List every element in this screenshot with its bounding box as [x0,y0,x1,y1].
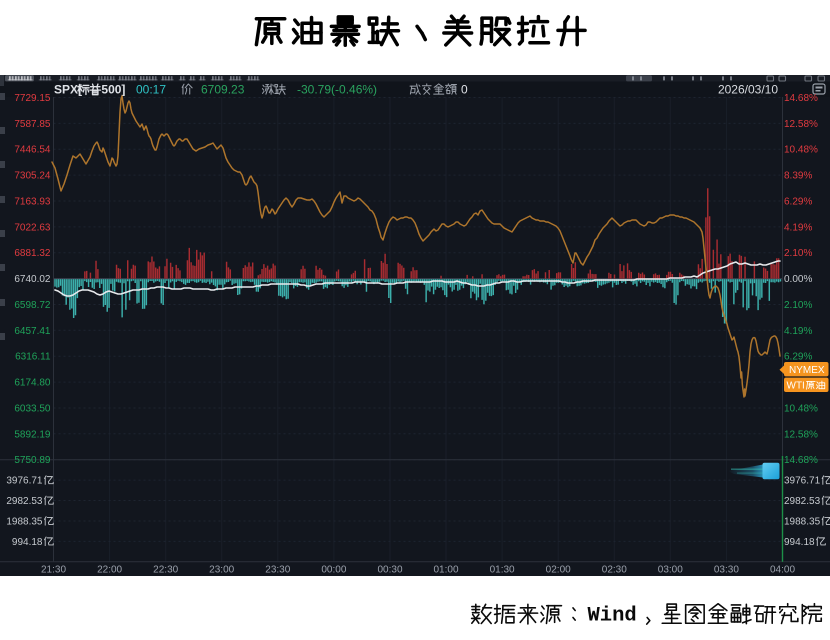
svg-text:7305.24: 7305.24 [14,171,51,182]
svg-text:5892.19: 5892.19 [14,429,51,440]
svg-text:10.48%: 10.48% [784,145,818,156]
svg-text:6457.41: 6457.41 [14,326,51,337]
svg-text:994.18: 994.18 [784,537,815,548]
svg-text:3976.71: 3976.71 [6,476,43,487]
svg-text:21:30: 21:30 [41,565,66,576]
svg-text:00:17: 00:17 [136,83,166,97]
svg-text:6033.50: 6033.50 [14,404,51,415]
svg-text:SPX[: SPX[ [54,83,82,97]
svg-text:8.39%: 8.39% [784,171,812,182]
svg-text:4.19%: 4.19% [784,222,812,233]
svg-text:22:00: 22:00 [97,565,122,576]
svg-text:12.58%: 12.58% [784,429,818,440]
svg-text:00:30: 00:30 [377,565,402,576]
svg-text:6709.23: 6709.23 [201,83,245,97]
svg-text:01:00: 01:00 [433,565,458,576]
svg-text:6598.72: 6598.72 [14,300,51,311]
svg-text:2.10%: 2.10% [784,300,812,311]
svg-text:NYMEX: NYMEX [789,365,825,376]
svg-text:14.68%: 14.68% [784,93,818,104]
svg-text:6740.02: 6740.02 [14,274,51,285]
svg-text:0.00%: 0.00% [784,274,812,285]
svg-text:03:00: 03:00 [658,565,683,576]
svg-text:04:00: 04:00 [770,565,795,576]
svg-text:23:30: 23:30 [265,565,290,576]
svg-text:4.19%: 4.19% [784,326,812,337]
svg-text:-30.79(-0.46%): -30.79(-0.46%) [297,83,377,97]
svg-text:994.18: 994.18 [12,537,43,548]
svg-text:14.68%: 14.68% [784,455,818,466]
svg-text:6.29%: 6.29% [784,197,812,208]
svg-text:7163.93: 7163.93 [14,197,51,208]
svg-text:7587.85: 7587.85 [14,119,51,130]
svg-text:10.48%: 10.48% [784,404,818,415]
svg-text:1988.35: 1988.35 [6,517,43,528]
svg-text:500]: 500] [101,83,125,97]
svg-text:6316.11: 6316.11 [15,352,51,363]
svg-text:12.58%: 12.58% [784,119,818,130]
svg-text:22:30: 22:30 [153,565,178,576]
svg-text:23:00: 23:00 [209,565,234,576]
svg-text:03:30: 03:30 [714,565,739,576]
svg-text:00:00: 00:00 [321,565,346,576]
svg-text:02:00: 02:00 [546,565,571,576]
svg-text:7446.54: 7446.54 [14,145,51,156]
svg-text:6.29%: 6.29% [784,352,812,363]
svg-text:6174.80: 6174.80 [14,378,51,389]
svg-text:Wind: Wind [588,605,637,628]
svg-text:7729.15: 7729.15 [14,93,51,104]
svg-text:7022.63: 7022.63 [14,222,51,233]
svg-text:0: 0 [461,83,468,97]
svg-text:5750.89: 5750.89 [14,455,51,466]
svg-text:1988.35: 1988.35 [784,517,821,528]
svg-text:02:30: 02:30 [602,565,627,576]
svg-text:WTI: WTI [787,380,805,391]
svg-text:2982.53: 2982.53 [6,496,43,507]
svg-text:2026/03/10: 2026/03/10 [718,83,778,97]
svg-text:3976.71: 3976.71 [784,476,821,487]
svg-text:2.10%: 2.10% [784,248,812,259]
svg-text:2982.53: 2982.53 [784,496,821,507]
svg-text:6881.32: 6881.32 [14,248,51,259]
svg-text:01:30: 01:30 [490,565,515,576]
